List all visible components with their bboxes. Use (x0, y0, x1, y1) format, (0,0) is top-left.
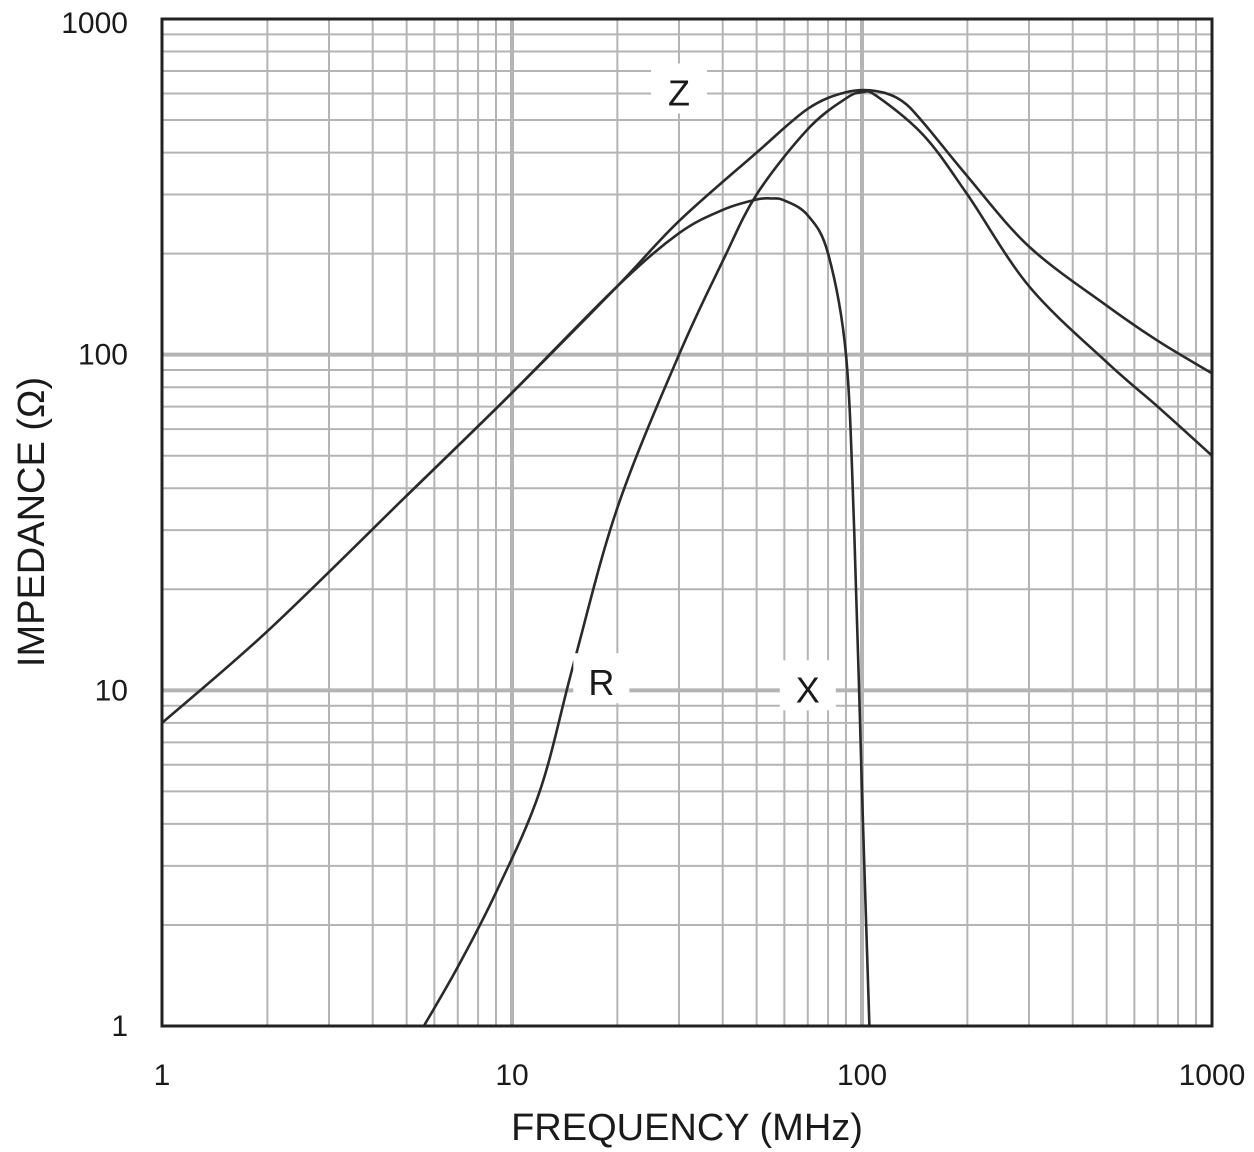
tick-labels: 1 10 100 1000 1 10 100 1000 (61, 7, 1245, 1092)
x-tick-label: 1 (154, 1059, 171, 1092)
curve-labels: Z R X (573, 63, 836, 711)
x-tick-label: 10 (495, 1059, 528, 1092)
plot-frame (160, 17, 1214, 1028)
grid (162, 19, 1212, 1026)
curve-label-z: Z (668, 72, 690, 113)
y-tick-label: 1000 (61, 7, 128, 40)
series-line-x (405, 196, 871, 1028)
series-line-r (422, 89, 1214, 1028)
y-tick-label: 1 (111, 1010, 128, 1043)
x-axis-title: FREQUENCY (MHz) (511, 1107, 863, 1149)
x-tick-label: 100 (837, 1059, 887, 1092)
curve-label-r: R (588, 662, 614, 703)
y-tick-label: 100 (78, 339, 128, 372)
curve-label-bg (650, 63, 707, 114)
x-tick-label: 1000 (1179, 1059, 1246, 1092)
y-tick-label: 10 (95, 674, 128, 707)
curves (160, 88, 1214, 1028)
curve-label-x: X (796, 669, 820, 710)
curve-label-bg (779, 660, 836, 711)
y-axis-title: IMPEDANCE (Ω) (11, 377, 53, 667)
curve-label-bg (573, 653, 630, 704)
